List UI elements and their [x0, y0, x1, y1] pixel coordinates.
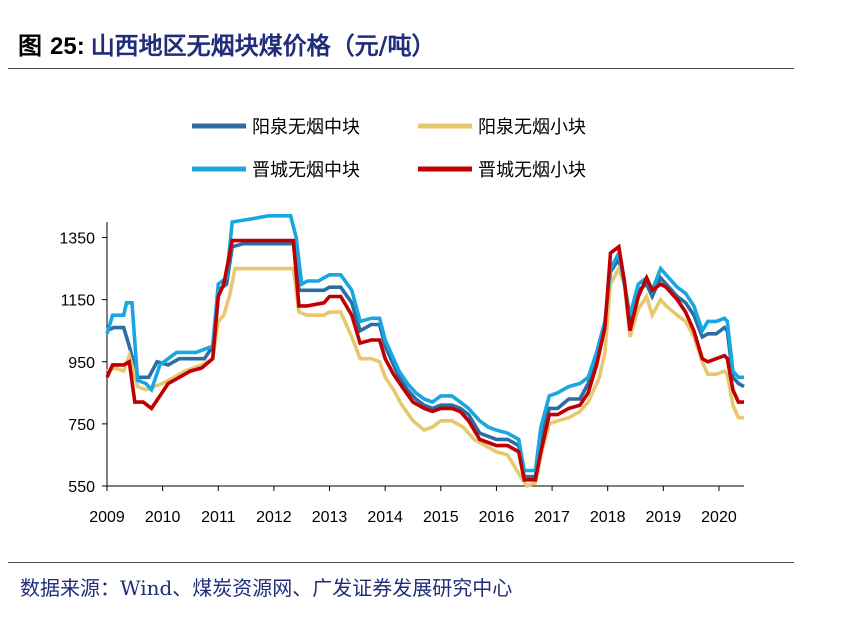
legend-label-4: 晋城无烟小块: [478, 160, 586, 181]
x-tick-label: 2015: [423, 509, 459, 526]
x-tick-label: 2013: [312, 509, 348, 526]
y-tick-label: 1150: [61, 293, 96, 310]
figure-label: 图: [18, 31, 42, 60]
y-tick-label: 550: [68, 479, 95, 496]
x-tick-label: 2012: [256, 509, 292, 526]
x-tick-label: 2010: [145, 509, 181, 526]
figure-title-text: 山西地区无烟块煤价格（元/吨）: [90, 31, 436, 60]
x-tick-label: 2018: [590, 509, 626, 526]
figure-number: 25:: [50, 33, 85, 60]
y-tick-label: 750: [68, 417, 95, 434]
x-tick-label: 2014: [367, 509, 403, 526]
x-tick-label: 2016: [479, 509, 515, 526]
y-tick-label: 1350: [59, 231, 95, 248]
bottom-rule: [8, 562, 794, 563]
y-tick-label: 950: [68, 355, 95, 372]
series-line-4: [105, 238, 744, 482]
x-tick-label: 2020: [701, 509, 737, 526]
x-tick-label: 2009: [89, 509, 125, 526]
figure-title: 图 25: 山西地区无烟块煤价格（元/吨）: [18, 26, 435, 66]
legend-label-1: 阳泉无烟中块: [252, 117, 360, 138]
source-note: 数据来源：Wind、煤炭资源网、广发证券发展研究中心: [20, 576, 513, 600]
legend-label-2: 阳泉无烟小块: [478, 117, 586, 138]
x-tick-label: 2017: [534, 509, 570, 526]
x-tick-label: 2011: [201, 509, 236, 526]
legend-label-3: 晋城无烟中块: [252, 160, 360, 181]
series-line-3: [105, 214, 744, 473]
top-rule: [8, 68, 794, 69]
series-line-2: [106, 264, 744, 489]
x-tick-label: 2019: [646, 509, 682, 526]
